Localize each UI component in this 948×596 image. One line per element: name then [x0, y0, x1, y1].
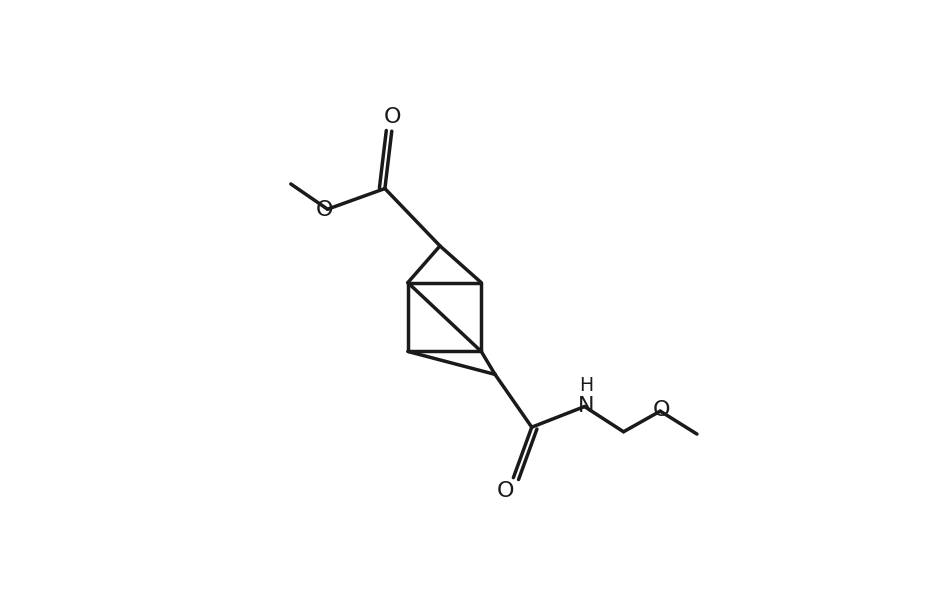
Text: O: O [384, 107, 401, 128]
Text: H: H [579, 377, 592, 395]
Text: N: N [577, 396, 594, 415]
Text: O: O [497, 482, 514, 501]
Text: O: O [652, 400, 670, 420]
Text: O: O [316, 200, 333, 220]
